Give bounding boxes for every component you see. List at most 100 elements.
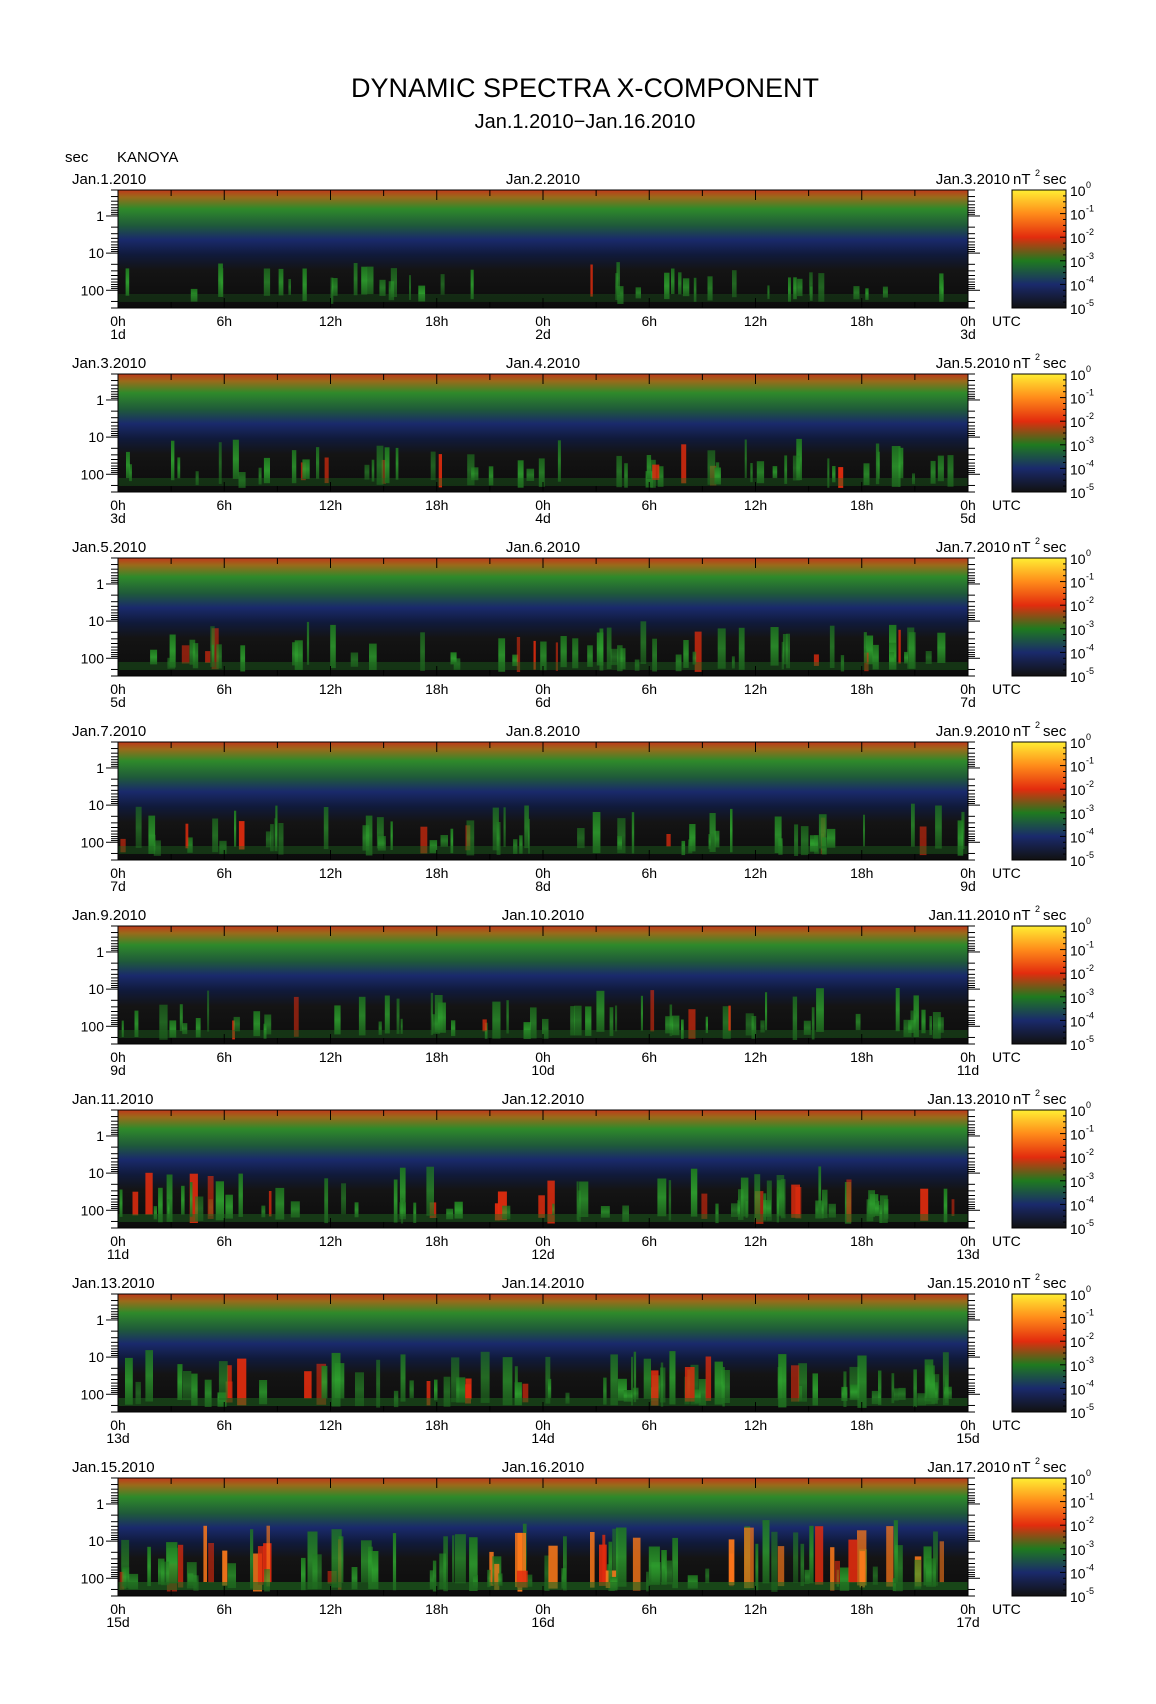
spectral-burst xyxy=(818,273,825,302)
spectral-burst xyxy=(941,279,944,301)
spectral-burst xyxy=(480,1351,490,1403)
spectral-burst xyxy=(930,460,936,484)
spectral-burst xyxy=(179,1004,183,1032)
spectral-burst xyxy=(612,1528,619,1589)
y-tick-label: 100 xyxy=(81,834,105,850)
spectral-burst xyxy=(750,463,753,483)
spectral-burst xyxy=(756,461,765,484)
spectral-burst xyxy=(560,636,567,668)
colorbar-tick-label: 10 xyxy=(1070,829,1086,845)
x-tick-label: 6h xyxy=(641,497,657,513)
spectral-burst xyxy=(392,1533,397,1591)
colorbar-tick-exponent: -4 xyxy=(1086,1194,1094,1204)
x-tick-label: 12h xyxy=(744,1049,767,1065)
spectral-burst xyxy=(516,1570,528,1588)
spectral-burst xyxy=(220,268,224,297)
colorbar-unit: nT xyxy=(1013,1459,1031,1476)
spectral-burst xyxy=(466,820,475,856)
end-date-label: Jan.15.2010 xyxy=(927,1275,1010,1292)
spectral-burst xyxy=(602,1534,606,1583)
spectral-burst xyxy=(502,1357,513,1406)
mid-date-label: Jan.14.2010 xyxy=(502,1275,585,1292)
x-tick-label: 12h xyxy=(744,497,767,513)
colorbar-tick-label: 10 xyxy=(1070,1381,1086,1397)
colorbar-tick-exponent: -3 xyxy=(1086,435,1094,445)
spectral-burst xyxy=(126,451,130,479)
spectral-burst xyxy=(128,1573,139,1590)
colorbar-tick-label: 10 xyxy=(1070,966,1086,982)
colorbar-unit-suffix: sec xyxy=(1043,723,1067,740)
colorbar-unit-suffix: sec xyxy=(1043,907,1067,924)
colorbar-unit-suffix: sec xyxy=(1043,355,1067,372)
colorbar-tick-exponent: -2 xyxy=(1086,227,1094,237)
y-tick-label: 1 xyxy=(96,1496,104,1512)
mid-date-label: Jan.8.2010 xyxy=(506,723,580,740)
x-tick-label: 12h xyxy=(744,313,767,329)
spectral-burst xyxy=(413,1202,417,1223)
colorbar-tick-exponent: -1 xyxy=(1086,572,1094,582)
spectral-burst xyxy=(620,648,626,670)
y-unit-label: sec xyxy=(65,149,89,166)
spectral-burst xyxy=(690,1168,698,1217)
x-tick-label: 0h xyxy=(960,1049,976,1065)
x-tick-label: 0h xyxy=(535,865,551,881)
spectral-burst xyxy=(238,472,246,488)
colorbar-tick-exponent: 0 xyxy=(1086,1284,1091,1294)
spectral-burst xyxy=(792,455,800,481)
colorbar-tick-label: 10 xyxy=(1070,1518,1086,1534)
x-tick-label: 6h xyxy=(641,681,657,697)
colorbar-unit: nT xyxy=(1013,355,1031,372)
spectral-burst xyxy=(868,1190,875,1218)
spectral-burst xyxy=(818,1166,822,1215)
colorbar-tick-label: 10 xyxy=(1070,1197,1086,1213)
spectral-burst xyxy=(371,459,375,482)
end-date-label: Jan.13.2010 xyxy=(927,1091,1010,1108)
colorbar-tick-label: 10 xyxy=(1070,1174,1086,1190)
colorbar-unit-exponent: 2 xyxy=(1035,1088,1040,1098)
spectral-burst xyxy=(526,468,535,481)
spectral-burst xyxy=(125,268,130,296)
spectral-burst xyxy=(377,836,386,851)
x-tick-label: 18h xyxy=(425,497,448,513)
spectral-burst xyxy=(502,1205,511,1220)
spectral-burst xyxy=(195,471,199,486)
spectral-burst xyxy=(210,626,215,667)
colorbar-tick-label: 10 xyxy=(1070,414,1086,430)
spectral-burst xyxy=(570,1006,575,1036)
spectral-burst xyxy=(929,1016,932,1035)
spectral-burst xyxy=(925,1365,935,1405)
spectral-burst xyxy=(818,814,827,849)
spectral-burst xyxy=(776,1188,779,1223)
spectral-burst xyxy=(384,995,390,1034)
colorbar-scale xyxy=(1011,925,1067,1045)
spectral-burst xyxy=(455,1534,466,1584)
spectral-burst xyxy=(207,1176,214,1219)
spectral-burst xyxy=(689,824,696,852)
spectral-burst xyxy=(437,1002,446,1033)
spectral-burst xyxy=(353,263,358,296)
spectral-burst xyxy=(744,439,747,478)
x-tick-label: 0h xyxy=(110,497,126,513)
spectral-burst xyxy=(451,1357,460,1403)
spectral-burst xyxy=(547,1378,552,1399)
spectral-burst xyxy=(875,443,880,485)
colorbar-unit: nT xyxy=(1013,1275,1031,1292)
spectral-burst xyxy=(640,621,647,664)
spectral-burst xyxy=(498,638,506,672)
spectral-burst xyxy=(671,1015,680,1036)
x-unit-label: UTC xyxy=(992,497,1021,513)
spectral-burst xyxy=(772,466,778,479)
colorbar-tick-exponent: -3 xyxy=(1086,1355,1094,1365)
spectral-burst xyxy=(895,1545,903,1592)
colorbar-unit-suffix: sec xyxy=(1043,171,1067,188)
spectral-burst xyxy=(177,457,181,479)
spectral-burst xyxy=(192,643,199,669)
spectral-burst xyxy=(872,1200,880,1217)
spectral-burst xyxy=(186,1562,197,1589)
colorbar-tick-label: 10 xyxy=(1070,1311,1086,1327)
spectral-burst xyxy=(293,996,299,1037)
x-unit-label: UTC xyxy=(992,1417,1021,1433)
spectral-burst xyxy=(523,1022,531,1039)
x-tick-label: 0h xyxy=(110,1233,126,1249)
